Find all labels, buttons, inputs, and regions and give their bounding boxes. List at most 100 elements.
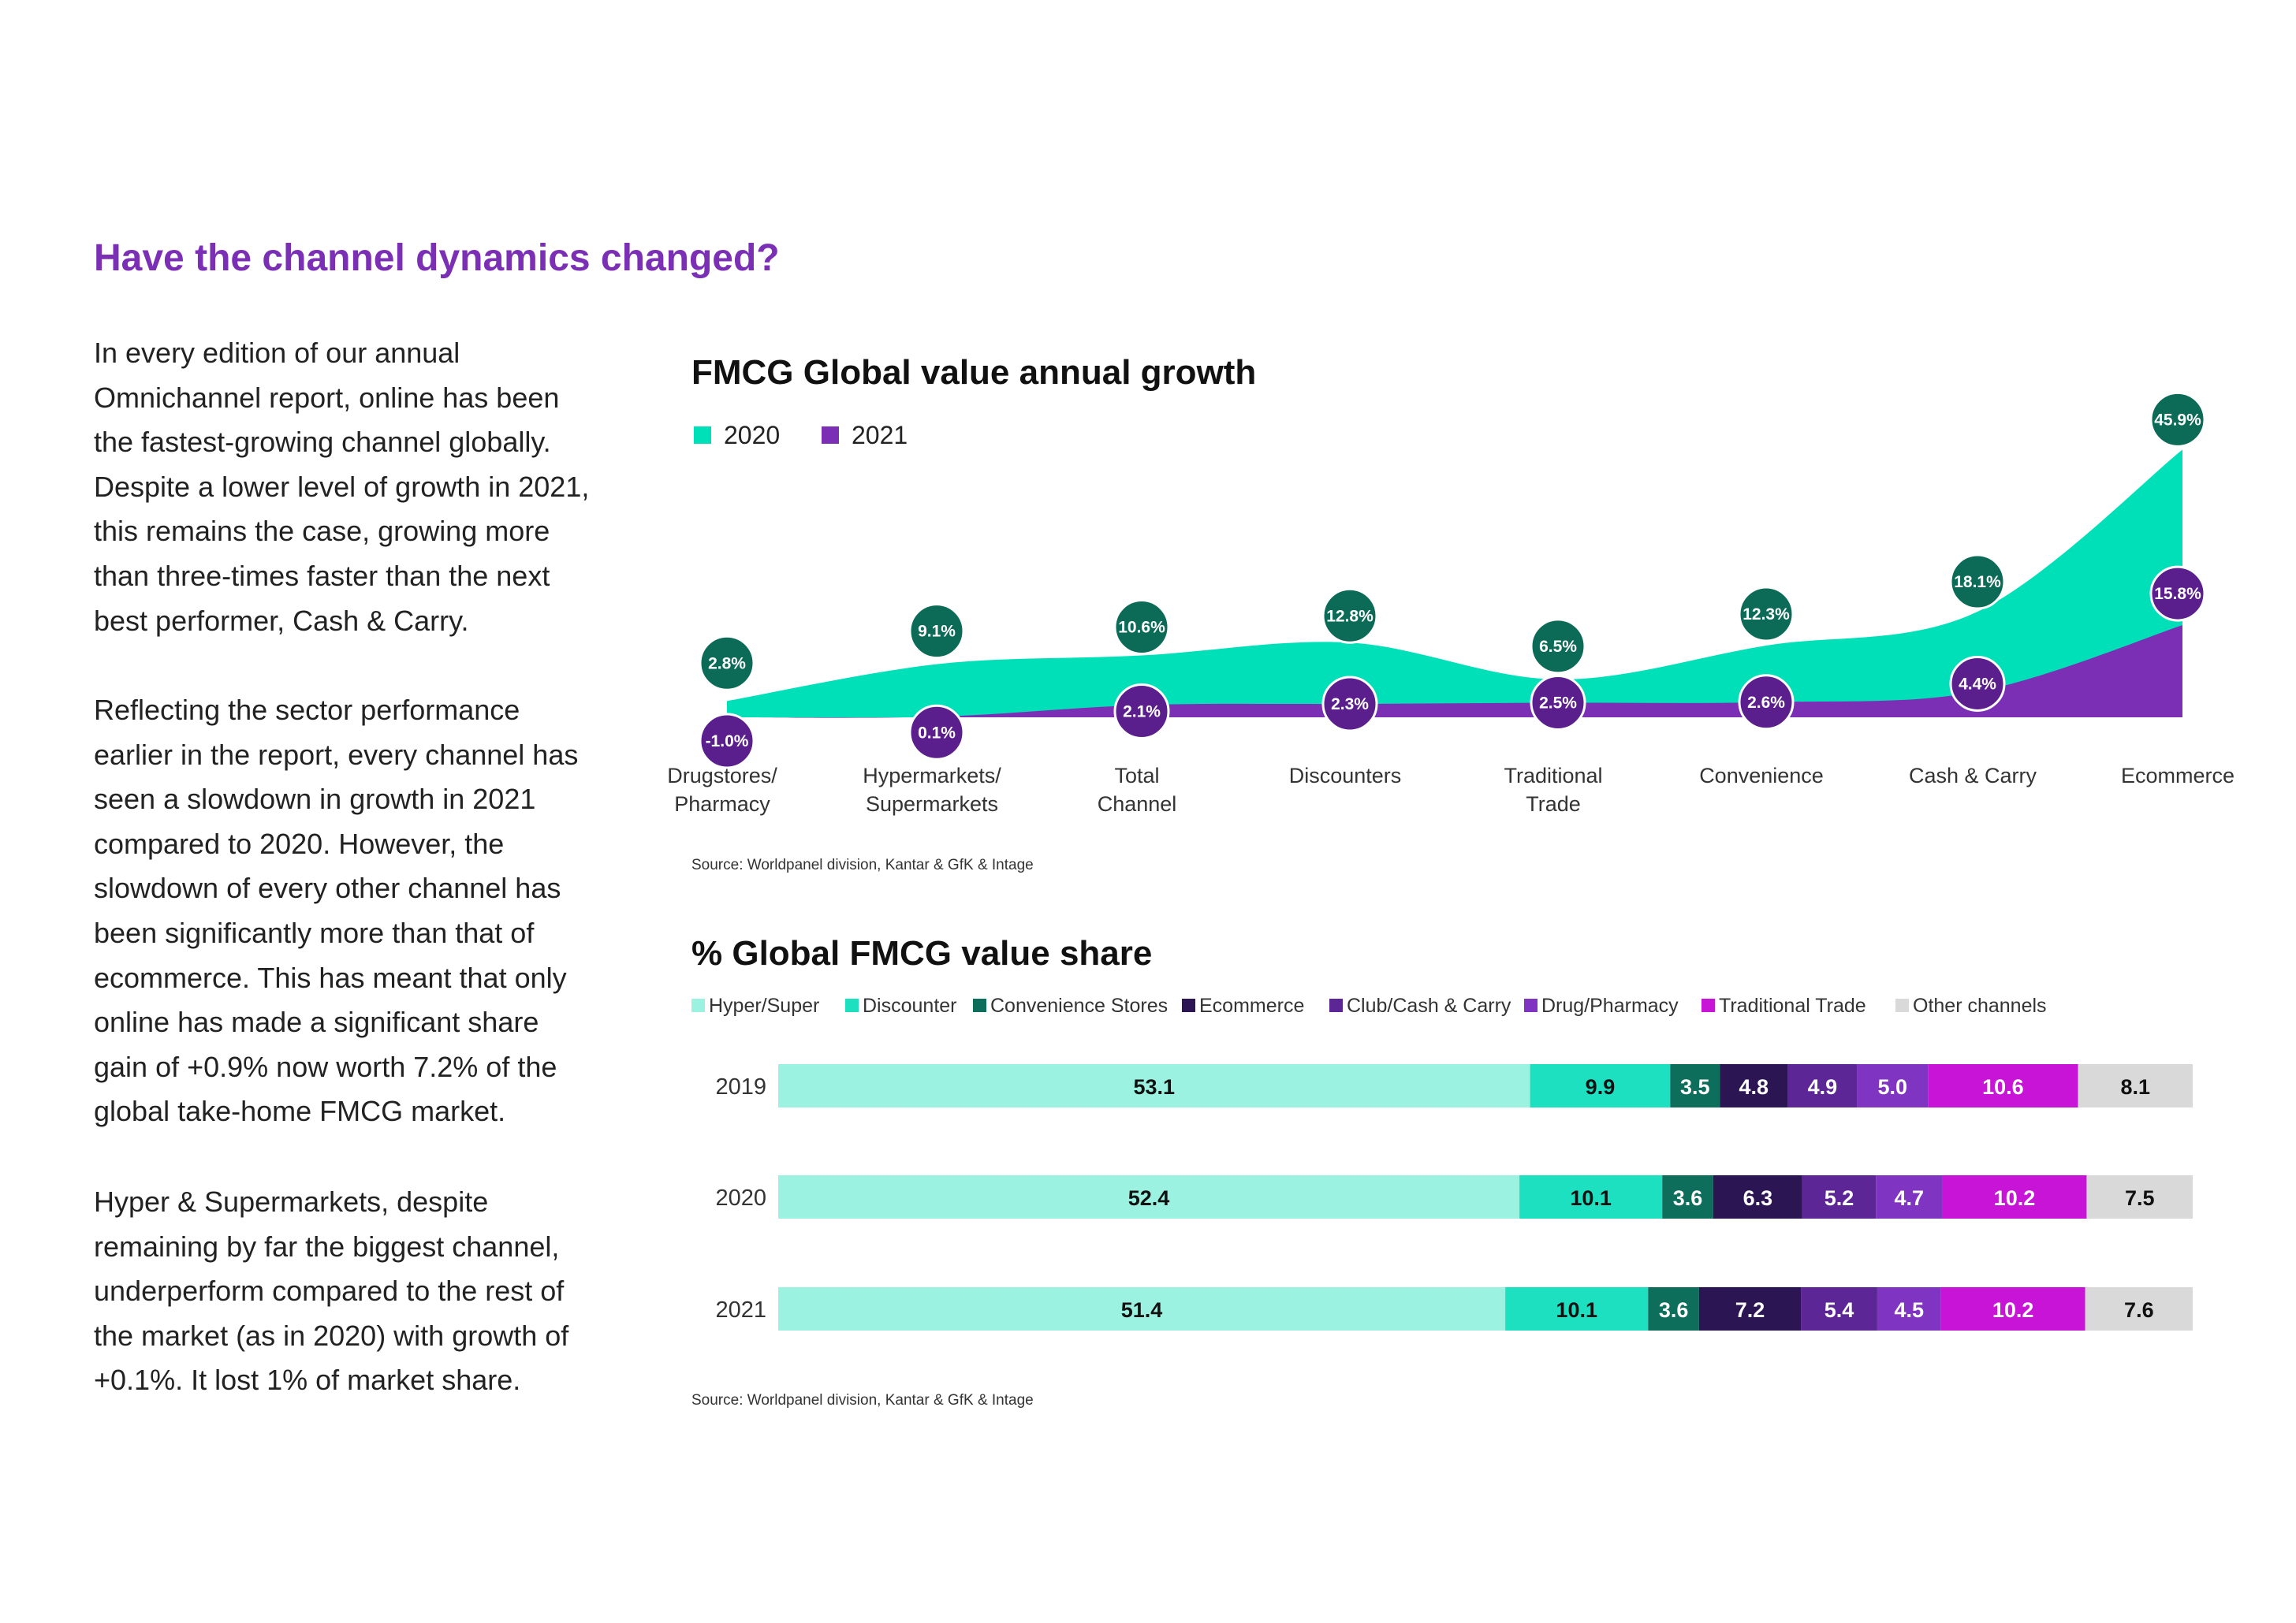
text-line: the fastest-growing channel globally. bbox=[94, 426, 551, 459]
legend-label: Traditional Trade bbox=[1719, 995, 1866, 1017]
bubble-2021: 4.4% bbox=[1949, 655, 2006, 712]
segment-label: 7.6 bbox=[2124, 1298, 2154, 1322]
bubble-2021: 2.6% bbox=[1738, 674, 1795, 731]
bar-segment bbox=[1713, 1175, 1802, 1219]
bubble-2020: 9.1% bbox=[908, 603, 965, 660]
text-line: Despite a lower level of growth in 2021, bbox=[94, 470, 590, 503]
legend-label-2020: 2020 bbox=[724, 421, 780, 449]
bar-segment bbox=[1720, 1064, 1788, 1107]
bar-segment bbox=[1877, 1287, 1941, 1331]
segment-label: 10.1 bbox=[1556, 1298, 1597, 1322]
category-label: Cash & Carry bbox=[1909, 764, 2037, 787]
text-line: online has made a significant share bbox=[94, 1006, 539, 1039]
segment-label: 53.1 bbox=[1134, 1075, 1176, 1099]
segment-label: 6.3 bbox=[1743, 1186, 1773, 1210]
bubble-2021-label: 4.4% bbox=[1959, 675, 1996, 693]
text-line: been significantly more than that of bbox=[94, 916, 535, 949]
bubble-2021-label: 2.5% bbox=[1539, 694, 1577, 713]
year-label: 2021 bbox=[715, 1297, 766, 1323]
bubble-2020: 6.5% bbox=[1530, 618, 1586, 675]
legend-item: Other channels bbox=[1895, 995, 2047, 1017]
text-line: ecommerce. This has meant that only bbox=[94, 961, 567, 994]
bubble-2020: 12.8% bbox=[1321, 587, 1378, 644]
page-title: Have the channel dynamics changed? bbox=[94, 237, 780, 279]
area-2021 bbox=[727, 625, 2182, 718]
legend-label: Discounter bbox=[863, 995, 957, 1017]
segment-label: 4.8 bbox=[1739, 1075, 1769, 1099]
text-line: Reflecting the sector performance bbox=[94, 694, 520, 726]
intro-paragraph: In every edition of our annual Omnichann… bbox=[94, 331, 614, 643]
legend-item: Convenience Stores bbox=[973, 995, 1168, 1017]
segment-label: 5.0 bbox=[1878, 1075, 1908, 1099]
text-line: best performer, Cash & Carry. bbox=[94, 604, 469, 637]
growth-chart-title: FMCG Global value annual growth bbox=[691, 353, 1256, 392]
segment-label: 3.5 bbox=[1680, 1075, 1710, 1099]
legend-label: Club/Cash & Carry bbox=[1347, 995, 1511, 1017]
bubble-2020: 45.9% bbox=[2149, 391, 2206, 448]
bar-segment bbox=[1670, 1064, 1720, 1107]
segment-label: 9.9 bbox=[1586, 1075, 1616, 1099]
legend-swatch bbox=[1702, 999, 1715, 1012]
bar-segment bbox=[1942, 1175, 2087, 1219]
segment-label: 7.2 bbox=[1735, 1298, 1765, 1322]
legend-swatch bbox=[1329, 999, 1343, 1012]
legend-item: Hyper/Super bbox=[691, 995, 819, 1017]
category-label: Discounters bbox=[1289, 764, 1402, 787]
legend-swatch bbox=[691, 999, 705, 1012]
segment-label: 10.2 bbox=[1994, 1186, 2036, 1210]
bubble-2020-circle bbox=[699, 635, 755, 691]
segment-label: 4.5 bbox=[1895, 1298, 1925, 1322]
text-line: this remains the case, growing more bbox=[94, 515, 550, 548]
text-line: earlier in the report, every channel has bbox=[94, 738, 579, 771]
legend-item: Traditional Trade bbox=[1702, 995, 1866, 1017]
legend-swatch bbox=[845, 999, 859, 1012]
text-line: gain of +0.9% now worth 7.2% of the bbox=[94, 1050, 557, 1083]
year-label: 2019 bbox=[715, 1074, 766, 1100]
share-chart-title: % Global FMCG value share bbox=[691, 934, 1152, 973]
legend-label: Ecommerce bbox=[1199, 995, 1304, 1017]
legend-label: Other channels bbox=[1913, 995, 2047, 1017]
bubble-2021-circle bbox=[1530, 675, 1586, 731]
text-line: seen a slowdown in growth in 2021 bbox=[94, 783, 536, 816]
bubble-2020-label: 10.6% bbox=[1118, 619, 1165, 637]
bubble-2020-label: 12.8% bbox=[1326, 607, 1374, 625]
bubble-2020-circle bbox=[1738, 586, 1795, 642]
growth-chart-source: Source: Worldpanel division, Kantar & Gf… bbox=[691, 857, 1034, 873]
category-label: Total Channel bbox=[1098, 764, 1177, 816]
text-line: Omnichannel report, online has been bbox=[94, 381, 560, 414]
bar-segment bbox=[1648, 1287, 1699, 1331]
bar-segment bbox=[1857, 1064, 1929, 1107]
segment-label: 4.9 bbox=[1808, 1075, 1838, 1099]
bar-segment bbox=[778, 1064, 1530, 1107]
bubble-2020: 2.8% bbox=[699, 635, 755, 691]
category-label: Drugstores/Pharmacy bbox=[667, 764, 777, 816]
bar-segment bbox=[1530, 1064, 1671, 1107]
legend-swatch bbox=[1182, 999, 1195, 1012]
area-2020 bbox=[727, 449, 2182, 717]
bubble-2020-circle bbox=[908, 603, 965, 660]
slowdown-paragraph: Reflecting the sector performance earlie… bbox=[94, 688, 614, 1134]
bar-segment bbox=[1802, 1175, 1877, 1219]
segment-label: 10.6 bbox=[1982, 1075, 2024, 1099]
bubble-2021: 2.5% bbox=[1530, 675, 1586, 731]
bar-segment bbox=[1928, 1064, 2078, 1107]
bar-segment bbox=[1505, 1287, 1649, 1331]
legend-item: Club/Cash & Carry bbox=[1329, 995, 1511, 1017]
bubble-2021: -1.0% bbox=[699, 713, 755, 769]
legend-item: Drug/Pharmacy bbox=[1524, 995, 1679, 1017]
segment-label: 3.6 bbox=[1673, 1186, 1703, 1210]
bubble-2021-circle bbox=[2149, 565, 2206, 622]
bar-segment bbox=[2085, 1287, 2193, 1331]
segment-label: 10.2 bbox=[1992, 1298, 2034, 1322]
bar-segment bbox=[1519, 1175, 1663, 1219]
bubble-2020-label: 6.5% bbox=[1539, 638, 1577, 656]
category-label: Hypermarkets/Supermarkets bbox=[863, 764, 1001, 816]
legend-swatch bbox=[973, 999, 986, 1012]
bubble-2020-circle bbox=[1530, 618, 1586, 675]
bubble-2020-circle bbox=[1321, 587, 1378, 644]
growth-chart: FMCG Global value annual growth 2020 202… bbox=[667, 353, 2234, 873]
text-line: than three-times faster than the next bbox=[94, 559, 550, 592]
category-label: Traditional Trade bbox=[1504, 764, 1602, 816]
hyper-super-paragraph: Hyper & Supermarkets, despite remaining … bbox=[94, 1180, 614, 1403]
text-line: slowdown of every other channel has bbox=[94, 872, 561, 905]
